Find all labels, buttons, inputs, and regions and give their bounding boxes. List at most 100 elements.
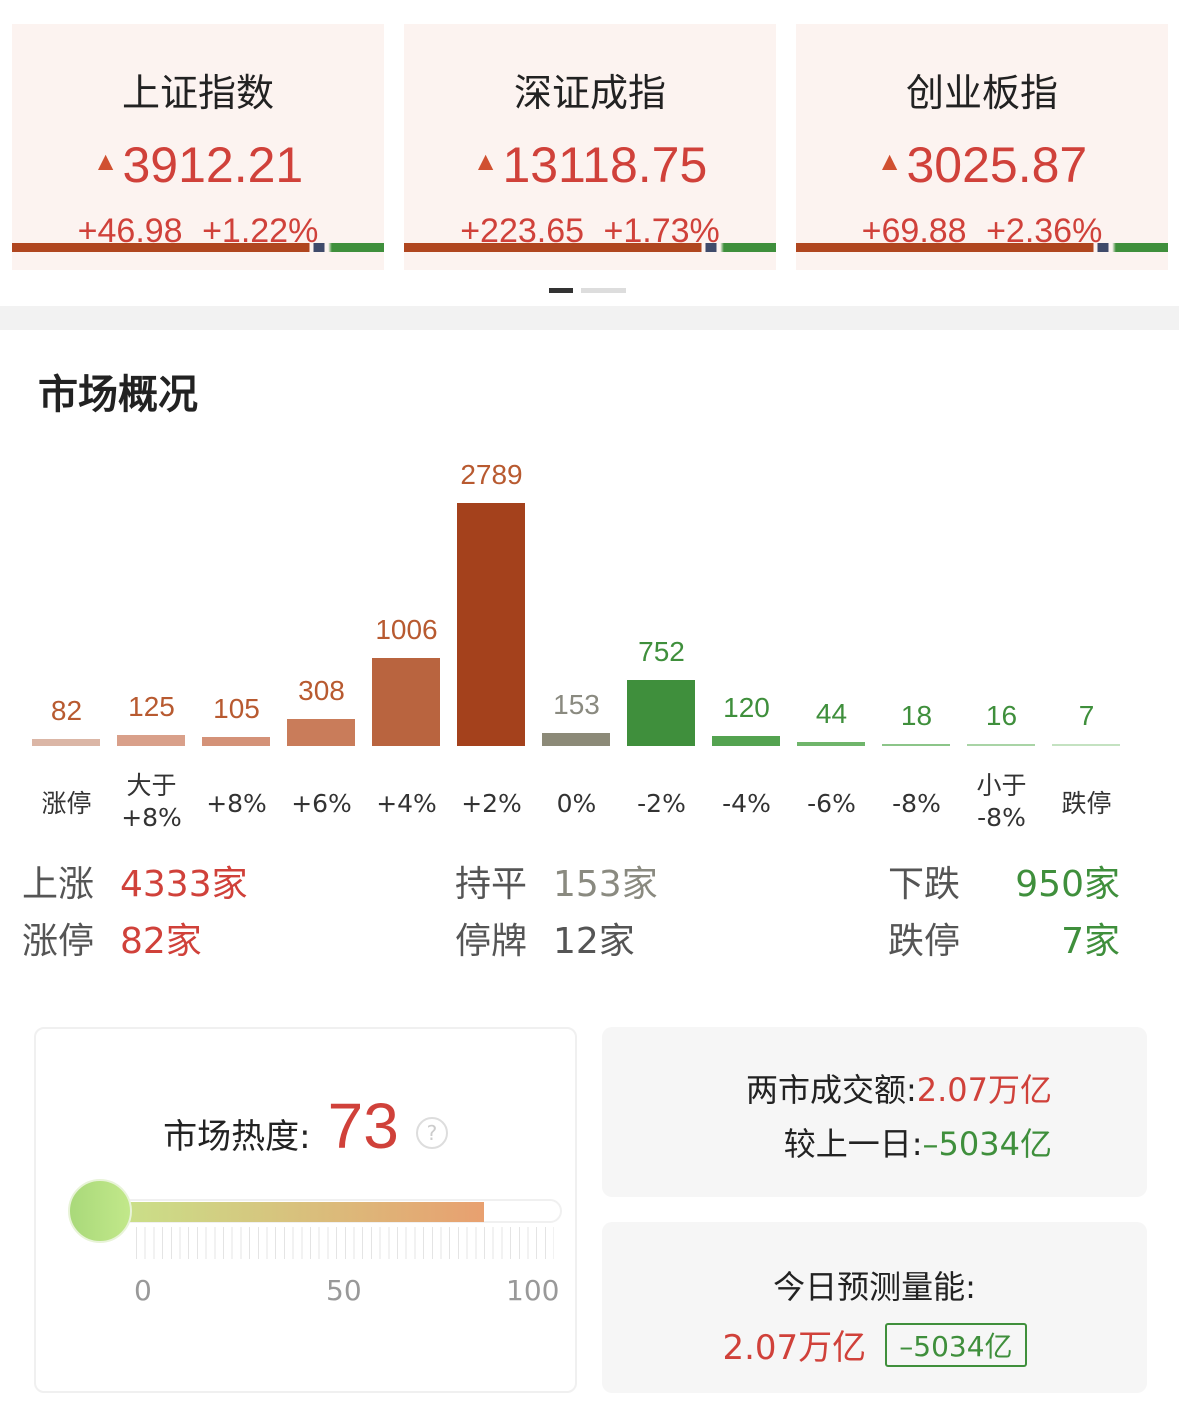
bar-value-label: 125 bbox=[128, 691, 175, 723]
bar-value-label: 153 bbox=[553, 688, 600, 720]
category-label: 大于 +8% bbox=[121, 771, 182, 832]
index-card-cyb[interactable]: 创业板指 ▲3025.87 +69.88 +2.36% bbox=[796, 24, 1168, 270]
tick-label: 0 bbox=[134, 1274, 152, 1307]
bar-value-label: 2789 bbox=[460, 459, 523, 490]
help-icon[interactable]: ? bbox=[415, 1117, 448, 1149]
bar-10 bbox=[882, 744, 950, 746]
bar-0 bbox=[32, 738, 100, 746]
stat-label: 上涨 bbox=[22, 864, 95, 905]
forecast-change-badge: –5034亿 bbox=[885, 1323, 1027, 1367]
bar-4 bbox=[372, 658, 440, 746]
bar-value-label: 120 bbox=[723, 691, 770, 723]
price-value: 13118.75 bbox=[502, 137, 708, 193]
stat-value: 7家 bbox=[1061, 921, 1120, 962]
bar-value-label: 18 bbox=[900, 700, 933, 731]
bar-value-label: 105 bbox=[213, 692, 260, 724]
stat-label: 涨停 bbox=[22, 921, 95, 962]
price-value: 3025.87 bbox=[906, 137, 1088, 193]
price-value: 3912.21 bbox=[122, 137, 304, 193]
category-label: +2% bbox=[461, 789, 522, 818]
up-arrow-icon: ▲ bbox=[876, 146, 903, 176]
heat-fill bbox=[104, 1202, 484, 1222]
bar-5 bbox=[457, 503, 525, 746]
forecast-label: 今日预测量能: bbox=[773, 1268, 976, 1306]
category-label: +8% bbox=[206, 789, 267, 818]
page-dot[interactable] bbox=[581, 288, 626, 293]
stat-value: 12家 bbox=[553, 921, 635, 962]
category-label: 0% bbox=[556, 789, 597, 818]
index-price: ▲3025.87 bbox=[796, 136, 1168, 194]
bar-value-label: 752 bbox=[638, 636, 685, 668]
heat-track bbox=[102, 1199, 562, 1223]
bar-value-label: 44 bbox=[815, 698, 848, 730]
thermometer-bulb-icon bbox=[68, 1179, 132, 1243]
index-card-sh[interactable]: 上证指数 ▲3912.21 +46.98 +1.22% bbox=[12, 24, 384, 270]
turnover-value: 2.07万亿 bbox=[916, 1071, 1052, 1109]
stat-up: 上涨 4333家 bbox=[22, 855, 248, 907]
compare-label: 较上一日: bbox=[783, 1125, 923, 1163]
category-label: +6% bbox=[291, 789, 352, 818]
turnover-compare-row: 较上一日:–5034亿 bbox=[784, 1119, 1052, 1165]
stat-limit-up: 涨停 82家 bbox=[22, 912, 202, 964]
bar-value-label: 7 bbox=[1078, 700, 1095, 731]
stat-suspended: 停牌 12家 bbox=[455, 912, 635, 964]
stat-label: 下跌 bbox=[888, 864, 961, 905]
breadth-bar bbox=[404, 243, 776, 252]
bar-12 bbox=[1052, 744, 1120, 746]
category-label: -2% bbox=[637, 789, 686, 818]
category-label: 跌停 bbox=[1061, 789, 1112, 818]
stat-label: 持平 bbox=[455, 864, 528, 905]
index-name: 上证指数 bbox=[121, 71, 274, 115]
forecast-row: 2.07万亿 –5034亿 bbox=[602, 1320, 1147, 1369]
stat-down: 下跌 950家 bbox=[888, 855, 1120, 907]
turnover-panel: 两市成交额:2.07万亿 较上一日:–5034亿 bbox=[602, 1027, 1147, 1197]
stat-value: 950家 bbox=[1015, 864, 1120, 905]
stat-value: 4333家 bbox=[120, 864, 248, 905]
up-arrow-icon: ▲ bbox=[92, 146, 119, 176]
stat-flat: 持平 153家 bbox=[455, 855, 658, 907]
index-name: 深证成指 bbox=[513, 71, 666, 115]
bar-value-label: 308 bbox=[298, 675, 345, 707]
bar-value-label: 16 bbox=[985, 700, 1018, 731]
bar-9 bbox=[797, 742, 865, 746]
distribution-chart: 82 涨停 125 大于 +8% 105 +8% 308 +6% 1006 +4% 2789 +2% 15… bbox=[0, 430, 1179, 850]
bar-6 bbox=[542, 732, 610, 746]
heat-label: 市场热度: bbox=[163, 1117, 311, 1157]
bar-value-label: 1006 bbox=[375, 614, 438, 646]
heat-value: 73 bbox=[327, 1090, 399, 1162]
stat-value: 82家 bbox=[120, 921, 202, 962]
bar-3 bbox=[287, 719, 355, 746]
category-label: 小于 -8% bbox=[976, 771, 1027, 832]
turnover-label: 两市成交额: bbox=[745, 1071, 917, 1109]
bar-2 bbox=[202, 736, 270, 746]
breadth-bar bbox=[796, 243, 1168, 252]
bar-value-label: 82 bbox=[50, 694, 83, 726]
turnover-row: 两市成交额:2.07万亿 bbox=[746, 1065, 1052, 1111]
page-dot-active[interactable] bbox=[549, 288, 573, 293]
compare-value: –5034亿 bbox=[922, 1125, 1052, 1163]
up-arrow-icon: ▲ bbox=[472, 146, 499, 176]
tick-label: 50 bbox=[326, 1274, 362, 1307]
stat-value: 153家 bbox=[553, 864, 658, 905]
forecast-value: 2.07万亿 bbox=[722, 1328, 867, 1368]
category-label: -6% bbox=[807, 789, 856, 818]
stat-limit-down: 跌停 7家 bbox=[888, 912, 1120, 964]
index-price: ▲13118.75 bbox=[404, 136, 776, 194]
stat-label: 跌停 bbox=[888, 921, 961, 962]
bar-11 bbox=[967, 744, 1035, 746]
section-title: 市场概况 bbox=[38, 372, 198, 418]
index-name: 创业板指 bbox=[905, 71, 1058, 115]
bar-1 bbox=[117, 735, 185, 746]
bar-7 bbox=[627, 680, 695, 746]
forecast-panel: 今日预测量能: 2.07万亿 –5034亿 bbox=[602, 1222, 1147, 1393]
category-label: -4% bbox=[722, 789, 771, 818]
index-card-sz[interactable]: 深证成指 ▲13118.75 +223.65 +1.73% bbox=[404, 24, 776, 270]
category-label: +4% bbox=[376, 789, 437, 818]
category-label: 涨停 bbox=[41, 789, 92, 818]
divider bbox=[0, 306, 1179, 330]
heat-scale-ticks bbox=[136, 1227, 554, 1259]
tick-label: 100 bbox=[506, 1274, 560, 1307]
bar-8 bbox=[712, 735, 780, 746]
category-label: -8% bbox=[892, 789, 941, 818]
stat-label: 停牌 bbox=[455, 921, 528, 962]
